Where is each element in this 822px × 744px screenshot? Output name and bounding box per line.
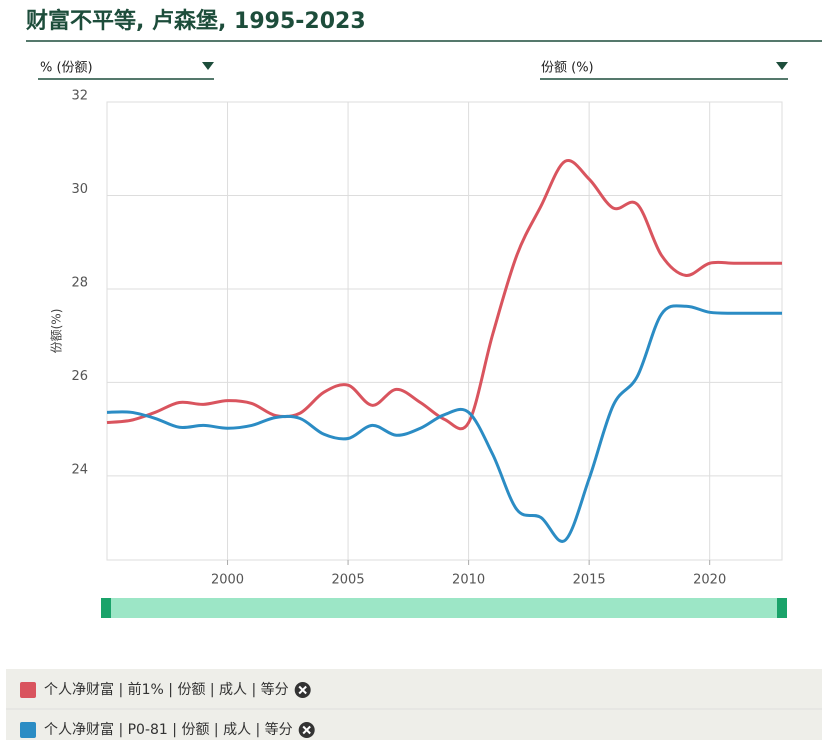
legend-label[interactable]: 个人净财富 | P0-81 | 份额 | 成人 | 等分 [44, 721, 293, 738]
x-tick-label: 2005 [332, 573, 365, 588]
right-select[interactable]: 份额 (%) [540, 61, 788, 80]
x-tick-label: 2000 [211, 573, 244, 588]
remove-cross [302, 725, 311, 735]
plot-frame [106, 101, 783, 561]
x-tick-label: 2020 [693, 573, 726, 588]
x-tick-label: 2015 [573, 573, 606, 588]
legend-remove[interactable] [294, 682, 311, 698]
series-line [106, 304, 782, 543]
slider-handle[interactable] [777, 598, 787, 618]
legend-label[interactable]: 个人净财富 | 前1% | 份额 | 成人 | 等分 [44, 681, 289, 698]
remove-cross [298, 685, 307, 695]
y-tick-label: 26 [71, 369, 88, 384]
slider-handle[interactable] [101, 598, 111, 618]
legend-swatch [20, 722, 36, 738]
select-arrow [776, 62, 788, 70]
select-label: % (份额) [40, 61, 93, 76]
select-label: 份额 (%) [541, 61, 594, 76]
y-tick-label: 32 [71, 89, 88, 104]
x-tick-label: 2010 [452, 573, 485, 588]
y-tick-label: 30 [71, 182, 88, 197]
range-slider[interactable] [101, 598, 787, 618]
series-line [106, 159, 782, 431]
y-tick-label: 24 [71, 462, 88, 477]
y-tick-label: 28 [71, 275, 88, 290]
legend-remove[interactable] [298, 722, 315, 738]
y-axis-label: 份额(%) [50, 309, 64, 354]
left-select[interactable]: % (份额) [38, 61, 214, 80]
select-arrow [202, 62, 214, 70]
legend-panel [6, 669, 822, 740]
chart-title: 财富不平等, 卢森堡, 1995-2023 [26, 8, 366, 34]
legend-swatch [20, 682, 36, 698]
